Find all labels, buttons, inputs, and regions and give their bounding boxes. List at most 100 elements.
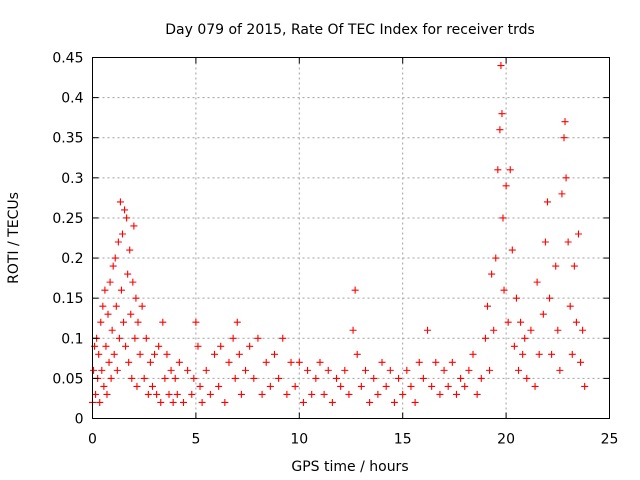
data-point — [539, 310, 547, 318]
y-axis-label: ROTI / TECUs — [6, 192, 22, 284]
data-point — [572, 318, 580, 326]
data-point — [337, 382, 345, 390]
data-point — [127, 310, 135, 318]
data-points — [89, 62, 589, 406]
data-point — [512, 294, 520, 302]
data-point — [444, 382, 452, 390]
data-point — [283, 390, 291, 398]
data-point — [92, 390, 100, 398]
data-point — [527, 326, 535, 334]
chart-title: Day 079 of 2015, Rate Of TEC Index for r… — [165, 22, 535, 38]
data-point — [357, 382, 365, 390]
data-point — [504, 318, 512, 326]
y-tick-label: 0.3 — [61, 171, 83, 187]
data-point — [148, 382, 156, 390]
data-point — [188, 390, 196, 398]
data-point — [217, 342, 225, 350]
data-point — [428, 382, 436, 390]
data-point — [142, 334, 150, 342]
data-point — [194, 342, 202, 350]
data-point — [395, 374, 403, 382]
data-point — [488, 270, 496, 278]
data-point — [108, 326, 116, 334]
data-point — [477, 374, 485, 382]
data-point — [497, 62, 505, 70]
grid-lines — [92, 57, 610, 419]
data-point — [97, 318, 105, 326]
data-point — [118, 230, 126, 238]
data-point — [481, 334, 489, 342]
data-point — [554, 326, 562, 334]
data-point — [469, 350, 477, 358]
data-point — [548, 350, 556, 358]
data-point — [490, 326, 498, 334]
data-point — [221, 398, 229, 406]
data-point — [114, 238, 122, 246]
data-point — [519, 350, 527, 358]
data-point — [287, 358, 295, 366]
data-point — [246, 342, 254, 350]
data-point — [98, 366, 106, 374]
data-point — [151, 350, 159, 358]
data-point — [411, 398, 419, 406]
data-point — [295, 358, 303, 366]
data-point — [465, 366, 473, 374]
data-point — [452, 390, 460, 398]
data-point — [390, 398, 398, 406]
data-point — [131, 334, 139, 342]
data-point — [515, 366, 523, 374]
data-point — [262, 358, 270, 366]
data-point — [353, 350, 361, 358]
data-point — [316, 358, 324, 366]
data-point — [345, 390, 353, 398]
data-point — [171, 374, 179, 382]
data-point — [496, 126, 504, 134]
data-point — [130, 222, 138, 230]
data-point — [351, 286, 359, 294]
data-point — [231, 374, 239, 382]
data-point — [111, 254, 119, 262]
data-point — [499, 214, 507, 222]
y-tick-labels: 0 0.05 0.1 0.15 0.2 0.25 0.3 0.35 0.4 0.45 — [52, 51, 83, 428]
data-point — [115, 334, 123, 342]
x-tick-label: 20 — [497, 432, 515, 448]
data-point — [320, 390, 328, 398]
data-point — [564, 238, 572, 246]
data-point — [506, 166, 514, 174]
data-point — [175, 358, 183, 366]
plot-frame — [92, 57, 610, 419]
data-point — [436, 390, 444, 398]
data-point — [163, 350, 171, 358]
data-point — [541, 238, 549, 246]
data-point — [366, 398, 374, 406]
y-tick-label: 0.25 — [52, 211, 83, 227]
data-point — [107, 374, 115, 382]
data-point — [270, 350, 278, 358]
data-point — [415, 358, 423, 366]
data-point — [574, 230, 582, 238]
data-point — [140, 374, 148, 382]
data-point — [473, 390, 481, 398]
data-point — [500, 286, 508, 294]
data-point — [579, 326, 587, 334]
data-point — [382, 382, 390, 390]
x-tick-label: 15 — [394, 432, 412, 448]
data-point — [225, 358, 233, 366]
data-point — [129, 278, 137, 286]
data-point — [483, 302, 491, 310]
data-point — [558, 190, 566, 198]
data-point — [184, 366, 192, 374]
data-point — [136, 350, 144, 358]
data-point — [106, 278, 114, 286]
data-point — [165, 390, 173, 398]
data-point — [101, 286, 109, 294]
data-point — [561, 118, 569, 126]
data-point — [215, 382, 223, 390]
x-tick-labels: 0 5 10 15 20 25 — [88, 432, 618, 448]
data-point — [349, 326, 357, 334]
data-point — [419, 374, 427, 382]
data-point — [206, 390, 214, 398]
data-point — [132, 294, 140, 302]
data-point — [566, 302, 574, 310]
data-point — [169, 398, 177, 406]
